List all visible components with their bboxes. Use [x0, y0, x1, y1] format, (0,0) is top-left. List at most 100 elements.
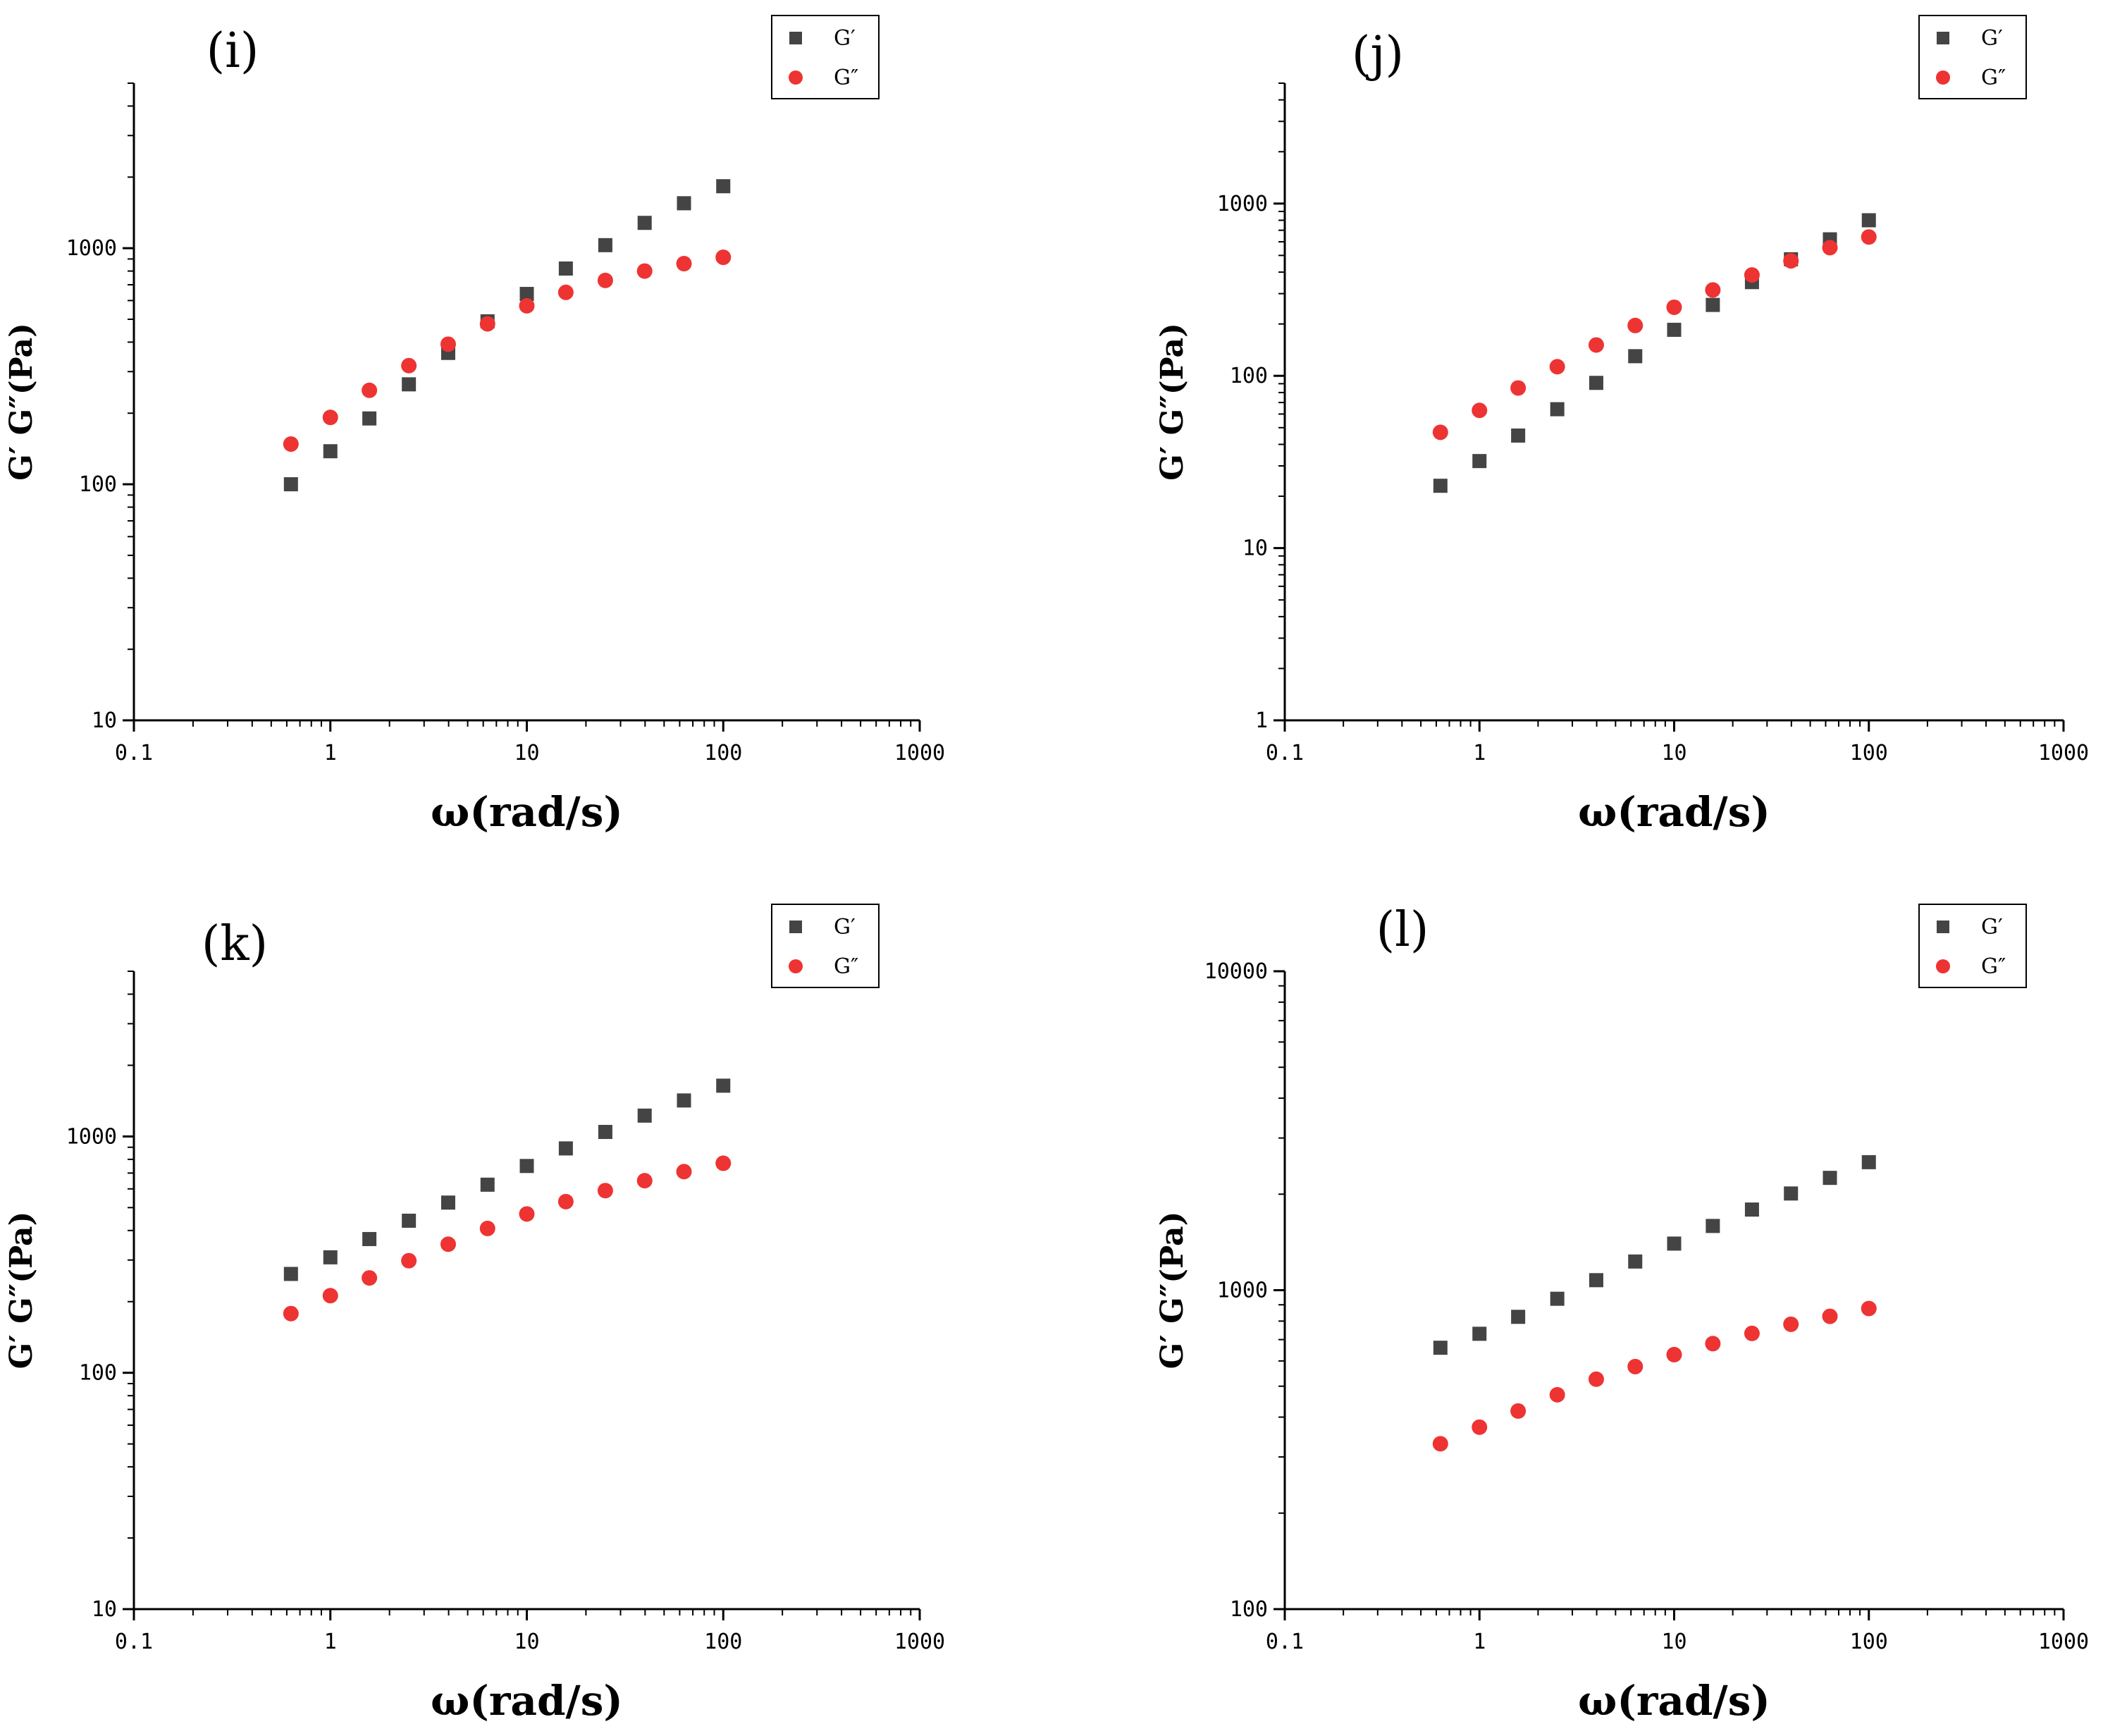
x-tick-label: 0.1 — [115, 1630, 153, 1654]
g-double-prime-point — [1472, 1419, 1488, 1435]
g-prime-point — [1667, 322, 1682, 337]
legend-g-prime-marker — [1937, 32, 1949, 44]
panel-title: (j) — [1352, 27, 1404, 82]
g-double-prime-point — [715, 250, 732, 266]
g-double-prime-point — [1666, 1346, 1682, 1362]
g-prime-point — [362, 1231, 377, 1246]
y-tick-label: 1000 — [1217, 1279, 1268, 1303]
g-double-prime-point — [440, 1236, 456, 1252]
x-tick-label: 1000 — [894, 1630, 945, 1654]
g-prime-point — [440, 1195, 455, 1210]
g-double-prime-point — [283, 1305, 299, 1322]
legend-g-double-prime-marker — [789, 70, 803, 85]
g-double-prime-point — [479, 316, 495, 332]
g-prime-point — [558, 1141, 573, 1156]
y-tick-label: 10 — [92, 1597, 117, 1622]
x-axis-title: ω(rad/s) — [431, 1677, 623, 1725]
y-axis-title: G′ G″(Pa) — [1154, 1212, 1190, 1369]
g-double-prime-point — [1783, 1316, 1799, 1332]
g-prime-point — [1511, 1310, 1526, 1324]
g-prime-point — [1706, 297, 1720, 312]
g-double-prime-point — [1861, 1300, 1877, 1317]
g-prime-point — [1472, 1326, 1487, 1341]
legend-g-double-prime-marker — [789, 959, 803, 973]
g-double-prime-point — [597, 1183, 613, 1199]
legend-box — [771, 904, 880, 988]
g-prime-point — [1861, 1155, 1876, 1169]
x-tick-label: 1000 — [2038, 741, 2089, 765]
x-axis-title: ω(rad/s) — [431, 788, 623, 836]
legend-g-double-prime-label: G″ — [1981, 954, 2006, 979]
g-double-prime-point — [322, 410, 338, 426]
g-double-prime-point — [1510, 1403, 1527, 1419]
g-double-prime-point — [1861, 229, 1877, 245]
g-prime-point — [1784, 1186, 1799, 1201]
g-prime-point — [1433, 1341, 1448, 1355]
y-tick-label: 100 — [1230, 1597, 1268, 1622]
g-double-prime-point — [479, 1220, 495, 1236]
legend-box — [1918, 15, 2027, 99]
x-tick-label: 10 — [514, 741, 539, 765]
g-double-prime-point — [1588, 337, 1604, 353]
g-double-prime-point — [1822, 240, 1838, 256]
chart-panel-4: 0.1 1 10 100 1000 100 1000 10000 (l) ω(rad/s) G′ G… — [1154, 902, 2089, 1725]
g-prime-point — [362, 411, 377, 426]
g-prime-point — [283, 477, 298, 492]
g-prime-point — [283, 1267, 298, 1281]
g-double-prime-point — [1705, 1336, 1721, 1352]
y-tick-label: 100 — [79, 1361, 117, 1386]
x-tick-label: 1 — [324, 741, 337, 765]
g-prime-point — [677, 196, 691, 211]
g-prime-point — [1628, 1254, 1643, 1269]
x-axis-title: ω(rad/s) — [1578, 788, 1770, 836]
x-tick-label: 100 — [704, 741, 742, 765]
panel-title: (l) — [1376, 902, 1429, 958]
y-tick-label: 10 — [92, 708, 117, 733]
g-double-prime-point — [636, 1173, 653, 1189]
legend-g-prime-label: G′ — [834, 915, 856, 940]
legend-g-double-prime-marker — [1936, 959, 1950, 973]
y-axis-title: G′ G″(Pa) — [1154, 323, 1190, 481]
y-axis-title: G′ G″(Pa) — [4, 1212, 39, 1369]
x-tick-label: 10 — [514, 1630, 539, 1654]
chart-panel-3: 0.1 1 10 100 1000 10 100 1000 (k) ω(rad/s) G′ G″(P… — [4, 904, 945, 1725]
x-tick-label: 0.1 — [115, 741, 153, 765]
g-double-prime-point — [322, 1288, 338, 1304]
g-double-prime-point — [401, 1252, 417, 1269]
x-tick-label: 100 — [1850, 1630, 1888, 1654]
g-double-prime-point — [362, 382, 378, 398]
g-prime-point — [716, 179, 731, 194]
g-prime-point — [558, 261, 573, 276]
x-tick-label: 1 — [324, 1630, 337, 1654]
g-double-prime-point — [1666, 299, 1682, 315]
g-double-prime-point — [1549, 1386, 1565, 1403]
g-prime-point — [1861, 213, 1876, 228]
g-double-prime-point — [1744, 1325, 1760, 1341]
g-prime-point — [480, 1177, 495, 1192]
g-double-prime-point — [715, 1155, 732, 1171]
chart-panel-2: 0.1 1 10 100 1000 1 10 100 1000 (j) ω(rad/s) G′ G″(… — [1154, 15, 2089, 836]
legend-g-prime-label: G′ — [834, 26, 856, 51]
g-prime-point — [637, 216, 652, 230]
legend: G′ G″ — [1918, 904, 2027, 988]
legend: G′ G″ — [771, 15, 880, 99]
g-double-prime-point — [440, 336, 456, 352]
g-prime-point — [323, 1250, 338, 1264]
x-tick-label: 1 — [1473, 741, 1486, 765]
g-double-prime-point — [1472, 402, 1488, 419]
x-tick-label: 100 — [704, 1630, 742, 1654]
y-axis-title: G′ G″(Pa) — [4, 323, 39, 481]
legend-g-double-prime-label: G″ — [834, 954, 858, 979]
g-prime-point — [1628, 349, 1643, 364]
g-prime-point — [1433, 479, 1448, 493]
g-double-prime-point — [676, 256, 692, 272]
legend-g-double-prime-marker — [1936, 70, 1950, 85]
x-tick-label: 0.1 — [1266, 741, 1304, 765]
legend-g-prime-marker — [1937, 921, 1949, 933]
x-tick-label: 1000 — [894, 741, 945, 765]
g-double-prime-point — [676, 1164, 692, 1180]
y-tick-label: 100 — [1230, 364, 1268, 388]
g-prime-point — [519, 287, 534, 302]
g-prime-point — [1550, 1291, 1565, 1306]
